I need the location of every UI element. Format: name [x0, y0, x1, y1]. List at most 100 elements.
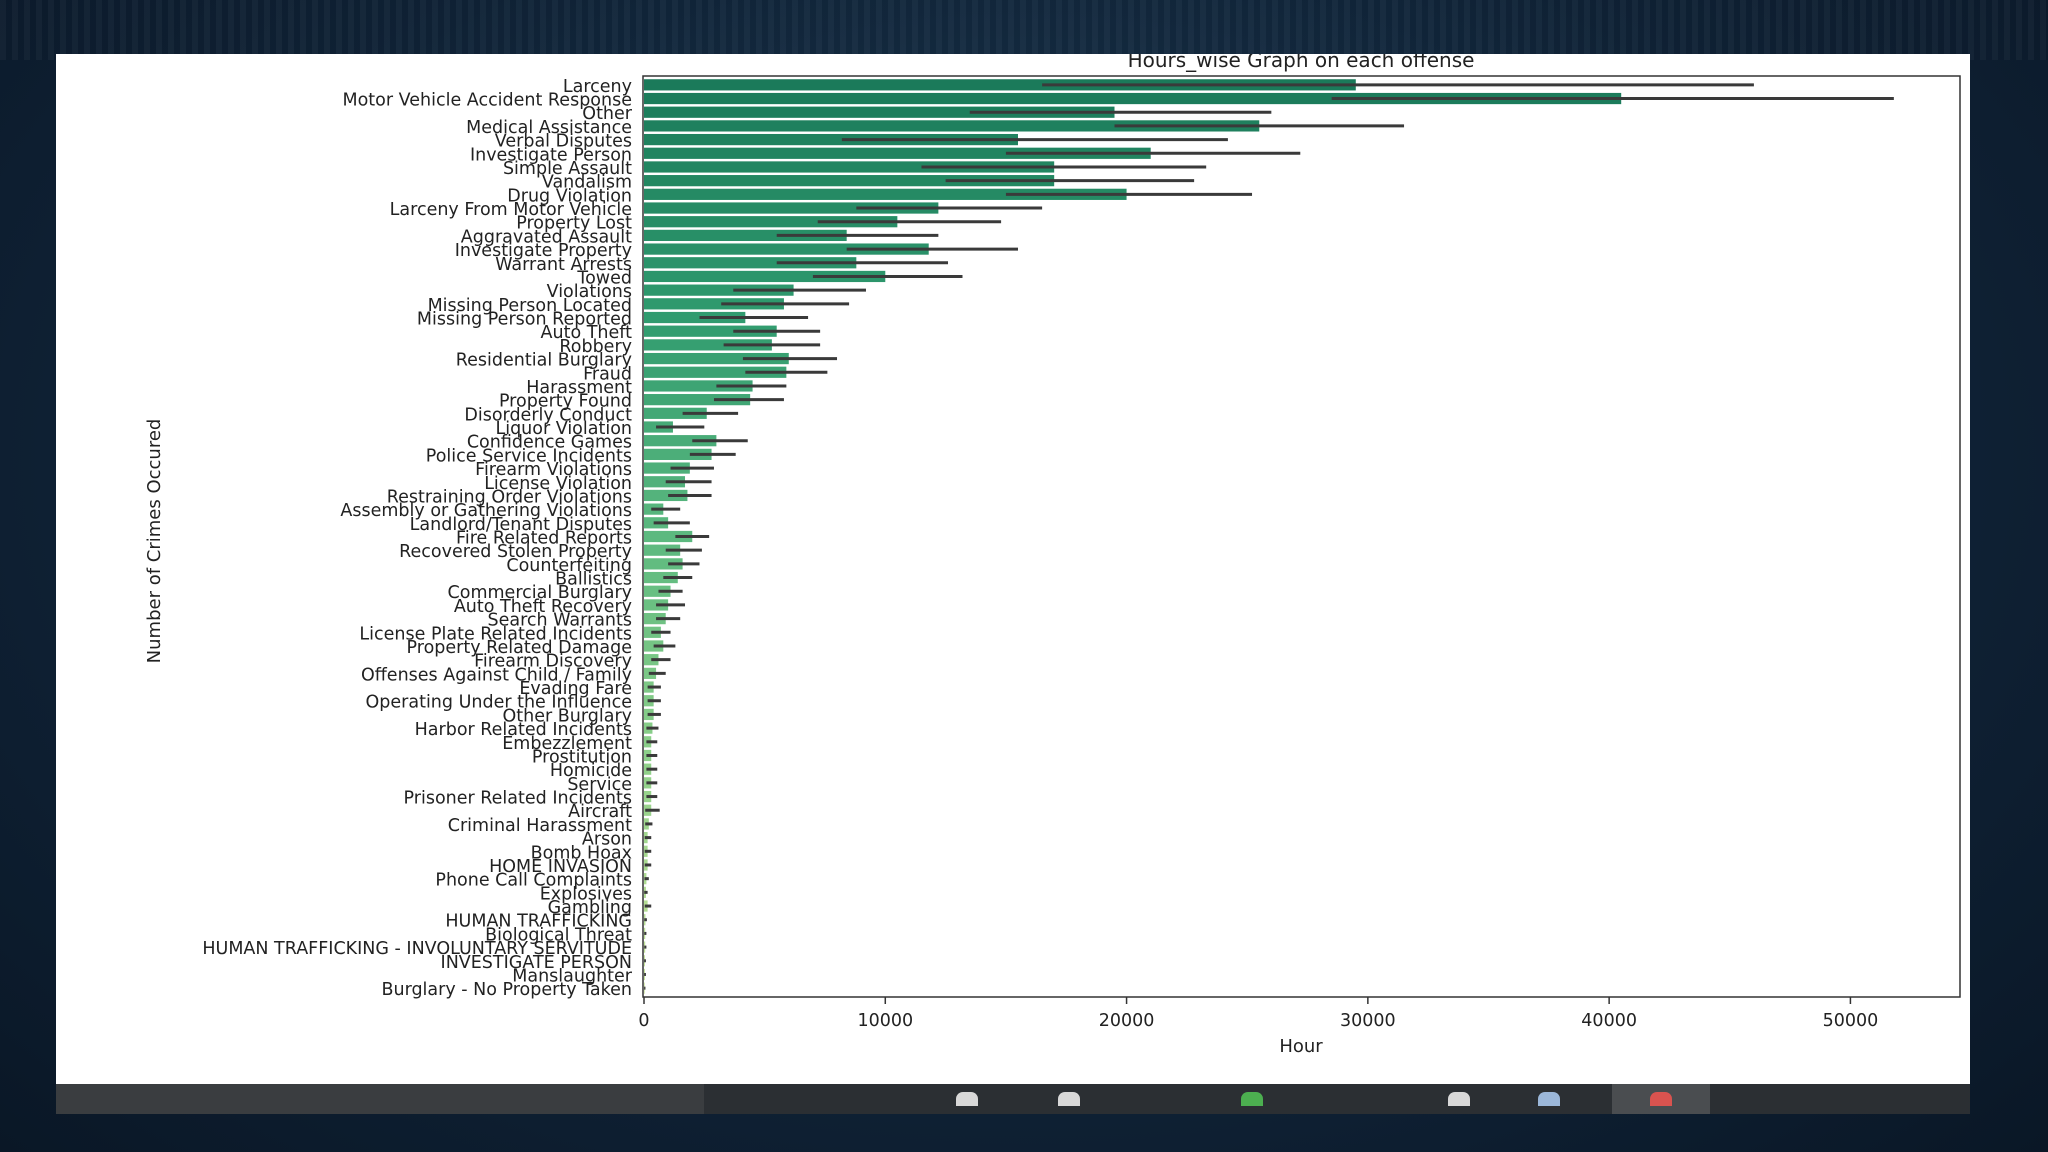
category-label: Manslaughter: [512, 966, 633, 986]
category-label: HOME INVASION: [489, 857, 632, 877]
category-label: Biological Threat: [485, 925, 632, 945]
bar: [644, 407, 707, 419]
category-label: Firearm Violations: [475, 460, 632, 480]
category-label: Operating Under the Influence: [366, 693, 632, 713]
category-label: Explosives: [540, 884, 632, 904]
bar: [644, 585, 671, 597]
bar: [644, 352, 789, 365]
category-label: Drug Violation: [507, 186, 632, 206]
category-label: Liquor Violation: [495, 419, 632, 439]
category-label: Bomb Hoax: [531, 843, 632, 863]
category-label: Phone Call Complaints: [435, 871, 632, 891]
category-label: Burglary - No Property Taken: [381, 980, 632, 1000]
category-label: Counterfeiting: [506, 556, 632, 576]
bar: [644, 161, 1055, 173]
category-label: Homicide: [550, 761, 632, 781]
taskbar-search-area[interactable]: [56, 1084, 704, 1114]
category-label: Recovered Stolen Property: [399, 542, 632, 562]
category-label: Service: [567, 775, 632, 795]
bar: [644, 558, 683, 570]
x-tick-label: 30000: [1340, 1011, 1396, 1031]
category-label: Assembly or Gathering Violations: [340, 501, 632, 521]
bar: [644, 613, 666, 625]
category-label: Missing Person Reported: [417, 310, 632, 330]
category-label: Restraining Order Violations: [387, 487, 632, 507]
category-label: Larceny From Motor Vehicle: [390, 200, 632, 220]
bar: [644, 106, 1115, 118]
x-tick-label: 40000: [1581, 1011, 1637, 1031]
category-label: Investigate Property: [455, 241, 632, 261]
category-label: Larceny: [563, 77, 632, 97]
taskbar-app-icon[interactable]: [1448, 1092, 1470, 1106]
slide-background-pattern: [0, 0, 2048, 60]
bar: [644, 530, 693, 543]
category-label: Auto Theft Recovery: [454, 597, 632, 617]
category-label: Prostitution: [532, 747, 632, 767]
category-label: Property Found: [499, 392, 632, 412]
bar: [644, 284, 794, 296]
bar: [644, 92, 1622, 105]
category-label: HUMAN TRAFFICKING - INVOLUNTARY SERVITUD…: [202, 939, 632, 959]
taskbar-app-icon[interactable]: [1241, 1092, 1263, 1106]
category-label: HUMAN TRAFFICKING: [445, 912, 632, 932]
category-label: Landlord/Tenant Disputes: [410, 515, 632, 535]
category-label: Aircraft: [568, 802, 632, 822]
bar: [644, 325, 777, 337]
bar: [644, 394, 751, 406]
category-label: Police Service Incidents: [426, 446, 632, 466]
bar: [644, 216, 898, 228]
category-label: Robbery: [559, 337, 632, 357]
category-label: Disorderly Conduct: [464, 405, 632, 425]
category-label: Fire Related Reports: [456, 529, 632, 549]
taskbar: [56, 1084, 1970, 1114]
category-label: Gambling: [548, 898, 632, 918]
bar: [644, 147, 1151, 159]
category-label: License Violation: [484, 474, 632, 494]
bar: [644, 188, 1127, 200]
bar: [644, 476, 686, 488]
bar: [644, 133, 1018, 146]
bar: [644, 571, 678, 584]
taskbar-app-icon[interactable]: [1538, 1092, 1560, 1106]
taskbar-app-icon[interactable]: [1058, 1092, 1080, 1106]
category-label: Simple Assault: [503, 159, 632, 179]
bar: [644, 79, 1356, 91]
x-tick-label: 20000: [1099, 1011, 1155, 1031]
plot-area-frame: [642, 75, 1961, 998]
category-label: Evading Fare: [519, 679, 632, 699]
category-label: Motor Vehicle Accident Response: [343, 91, 633, 111]
bar: [644, 462, 690, 474]
chart-title: Hours_wise Graph on each offense: [1128, 54, 1475, 72]
plot-panel: Larceny Motor Vehicle Accident Response Ot…: [56, 48, 1970, 1084]
category-label: Harbor Related Incidents: [415, 720, 632, 740]
category-label: Other Burglary: [503, 706, 632, 726]
x-axis-label: Hour: [1279, 1036, 1323, 1057]
bar: [644, 366, 787, 378]
category-label: Embezzlement: [502, 734, 632, 754]
bar: [644, 380, 753, 392]
category-label: Towed: [576, 268, 632, 288]
bar: [644, 270, 886, 283]
category-label: INVESTIGATE PERSON: [441, 953, 632, 973]
bar: [644, 544, 681, 556]
category-label: Prisoner Related Incidents: [404, 789, 632, 809]
category-label: Fraud: [583, 364, 632, 384]
taskbar-app-icon[interactable]: [956, 1092, 978, 1106]
taskbar-app-icon[interactable]: [1650, 1092, 1672, 1106]
bar: [644, 435, 717, 447]
category-label: Arson: [582, 830, 632, 850]
category-label: Harassment: [526, 378, 632, 398]
x-tick-label: 10000: [857, 1011, 913, 1031]
category-label: Offenses Against Child / Family: [361, 665, 632, 685]
bar: [644, 298, 784, 310]
category-label: Property Related Damage: [407, 638, 632, 658]
category-label: Commercial Burglary: [448, 583, 632, 603]
x-axis: 0 10000 20000 30000 40000 50000: [638, 997, 1878, 1031]
bar: [644, 448, 712, 460]
category-label: Investigate Person: [470, 145, 632, 165]
bar: [644, 489, 688, 502]
bar: [644, 243, 929, 255]
bar: [644, 202, 939, 214]
